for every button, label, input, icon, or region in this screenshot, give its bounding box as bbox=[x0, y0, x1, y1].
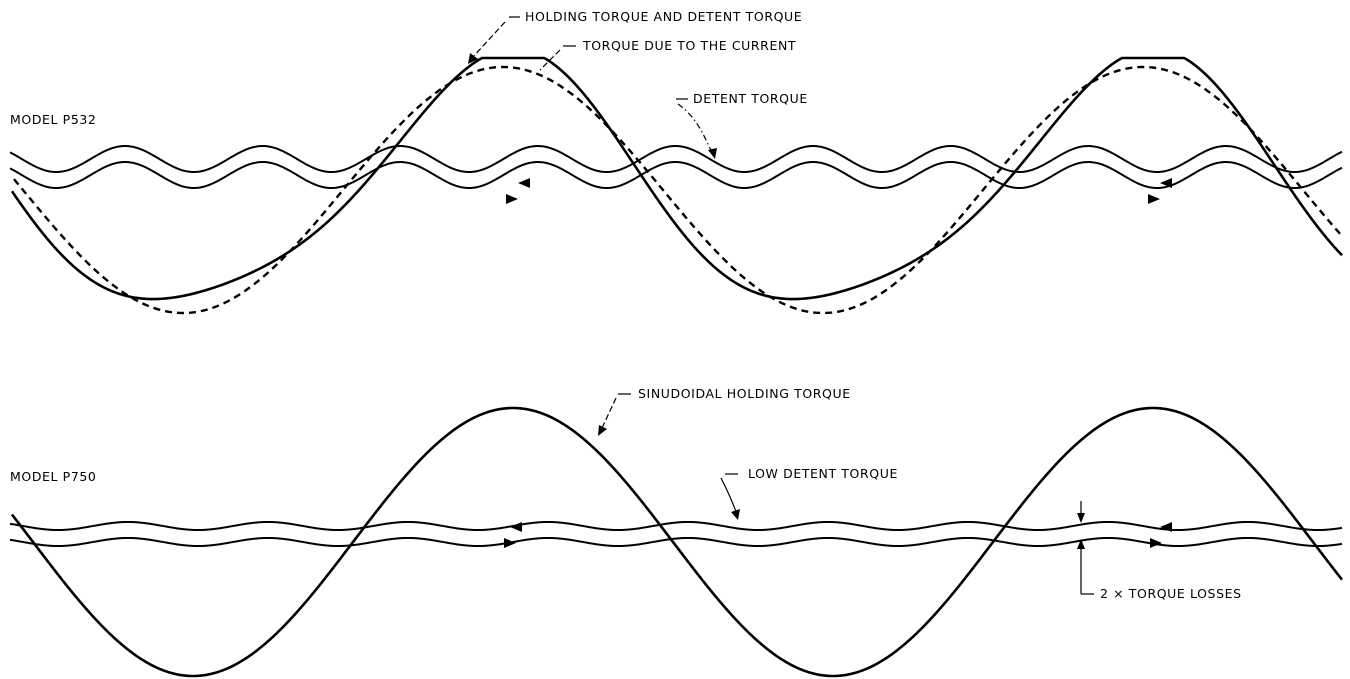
leader-holding-and-detent: HOLDING TORQUE AND DETENT TORQUE bbox=[468, 9, 802, 64]
leader-detent-torque: DETENT TORQUE bbox=[676, 91, 808, 159]
p532-holding-torque-curve bbox=[10, 56, 1343, 301]
p750-detent-lower-curve bbox=[9, 536, 1343, 548]
p750-arrow-right-1 bbox=[504, 538, 516, 548]
model-p750-label: MODEL P750 bbox=[10, 469, 96, 484]
p532-current-torque-curve bbox=[13, 65, 1343, 315]
label-holding-and-detent: HOLDING TORQUE AND DETENT TORQUE bbox=[525, 9, 802, 24]
p532-arrow-right-2 bbox=[1148, 194, 1160, 204]
label-sinusoidal: SINUDOIDAL HOLDING TORQUE bbox=[638, 386, 851, 401]
label-low-detent: LOW DETENT TORQUE bbox=[748, 466, 898, 481]
p532-arrow-right-1 bbox=[506, 194, 518, 204]
p750-arrow-right-2 bbox=[1150, 538, 1162, 548]
p750-sinusoidal-holding-curve bbox=[10, 406, 1344, 678]
p750-arrow-left-2 bbox=[1160, 522, 1172, 532]
leader-current-torque: TORQUE DUE TO THE CURRENT bbox=[539, 38, 796, 71]
leader-low-detent: LOW DETENT TORQUE bbox=[720, 466, 898, 520]
p532-detent-upper-curve bbox=[9, 144, 1343, 174]
p532-detent-lower-curve bbox=[9, 160, 1343, 190]
dimension-torque-losses: 2 × TORQUE LOSSES bbox=[1077, 501, 1242, 601]
p750-detent-upper-curve bbox=[9, 520, 1343, 532]
leader-sinusoidal: SINUDOIDAL HOLDING TORQUE bbox=[598, 386, 851, 436]
p750-arrow-left-1 bbox=[510, 522, 522, 532]
p750-panel: MODEL P750 SINUDOIDAL HOLDING TORQUE LOW… bbox=[9, 386, 1344, 678]
model-p532-label: MODEL P532 bbox=[10, 112, 96, 127]
p532-arrow-left-2 bbox=[1160, 178, 1172, 188]
label-detent-torque: DETENT TORQUE bbox=[693, 91, 808, 106]
label-current-torque: TORQUE DUE TO THE CURRENT bbox=[582, 38, 796, 53]
label-torque-losses: 2 × TORQUE LOSSES bbox=[1100, 586, 1242, 601]
p532-panel: MODEL P532 HOLDING TORQUE AND DETENT TOR… bbox=[9, 9, 1343, 315]
p532-arrow-left-1 bbox=[518, 178, 530, 188]
